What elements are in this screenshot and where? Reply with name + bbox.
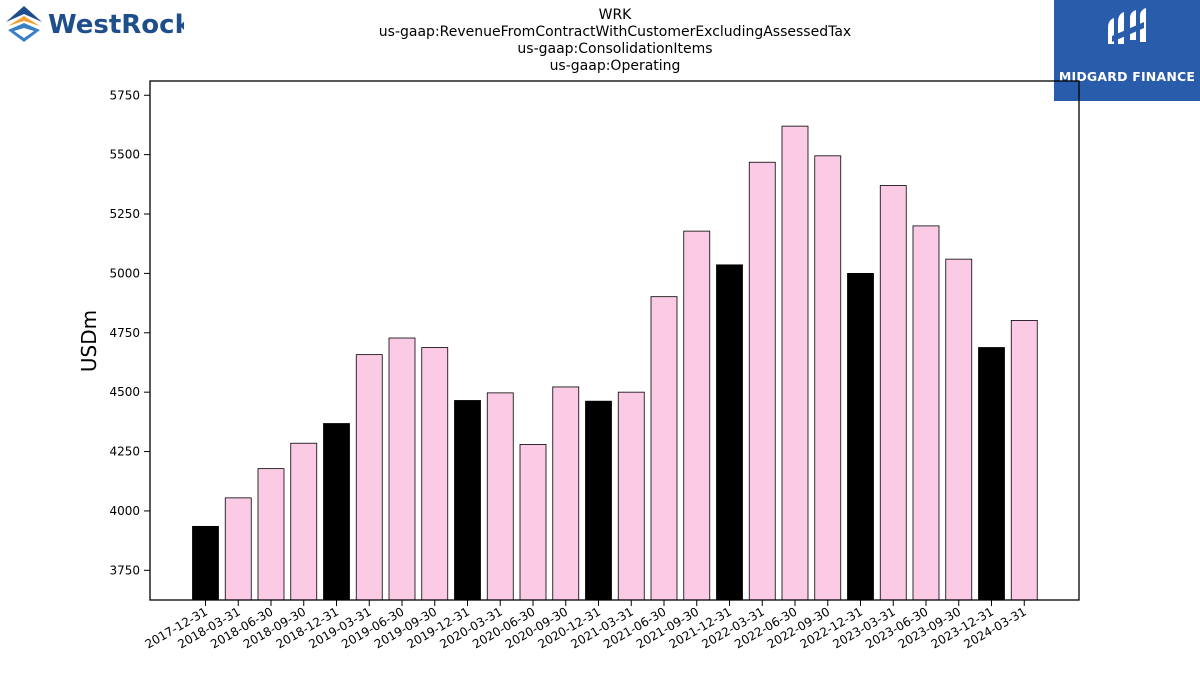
title-member: us-gaap:Operating [549,58,681,74]
x-axis: 2017-12-312018-03-312018-06-302018-09-30… [143,600,1029,651]
bar-series [192,125,1038,601]
y-tick-label: 4250 [109,445,140,459]
bar-2020-03-31 [486,392,514,601]
bar-2021-09-30 [683,230,711,601]
bar-2023-06-30 [912,225,940,601]
bar-2018-06-30 [257,468,285,601]
y-tick-label: 5000 [109,266,140,280]
bar-2024-03-31 [1010,320,1038,601]
y-tick-label: 3750 [109,563,140,577]
title-ticker: WRK [598,7,632,23]
chart-title: WRK us-gaap:RevenueFromContractWithCusto… [300,7,930,75]
bar-2019-06-30 [388,337,416,601]
bar-2019-09-30 [421,347,449,601]
westrock-logo: WestRock [4,4,193,44]
title-concept: us-gaap:RevenueFromContractWithCustomerE… [378,24,852,40]
westrock-logo-text: WestRock [48,10,184,40]
bar-2022-09-30 [814,155,842,601]
bar-2018-12-31 [323,423,350,601]
y-axis-label: USDm [77,310,101,372]
bar-2020-06-30 [519,444,547,601]
midgard-finance-logo: MIDGARD FINANCE [1054,0,1200,101]
bar-2017-12-31 [192,525,219,601]
bar-2022-03-31 [748,161,776,601]
y-tick-label: 5750 [109,88,140,102]
bar-2018-09-30 [290,442,318,601]
y-tick-label: 4000 [109,504,140,518]
plot-frame [149,80,1080,601]
bar-2023-09-30 [945,258,973,601]
bar-2023-03-31 [879,185,907,601]
midgard-mark-icon [1108,8,1146,44]
midgard-logo-text: MIDGARD FINANCE [1058,69,1196,84]
y-tick-label: 4750 [109,326,140,340]
bar-2019-03-31 [355,354,383,601]
bar-2023-12-31 [978,347,1005,601]
y-tick-label: 4500 [109,385,140,399]
bar-2022-06-30 [781,125,809,601]
y-tick-label: 5500 [109,148,140,162]
y-tick-label: 5250 [109,207,140,221]
westrock-mark-icon [6,6,42,42]
bar-2021-03-31 [617,391,645,601]
bar-2022-12-31 [847,272,874,601]
bar-2021-12-31 [716,264,743,601]
bar-2021-06-30 [650,296,678,601]
title-axis: us-gaap:ConsolidationItems [517,41,713,57]
bar-2020-12-31 [585,400,612,601]
bar-2019-12-31 [454,400,481,601]
y-axis: 3750 4000 4250 4500 4750 5000 5250 5500 5750 [109,88,150,577]
bar-2018-03-31 [224,497,252,601]
bar-2020-09-30 [552,386,580,601]
